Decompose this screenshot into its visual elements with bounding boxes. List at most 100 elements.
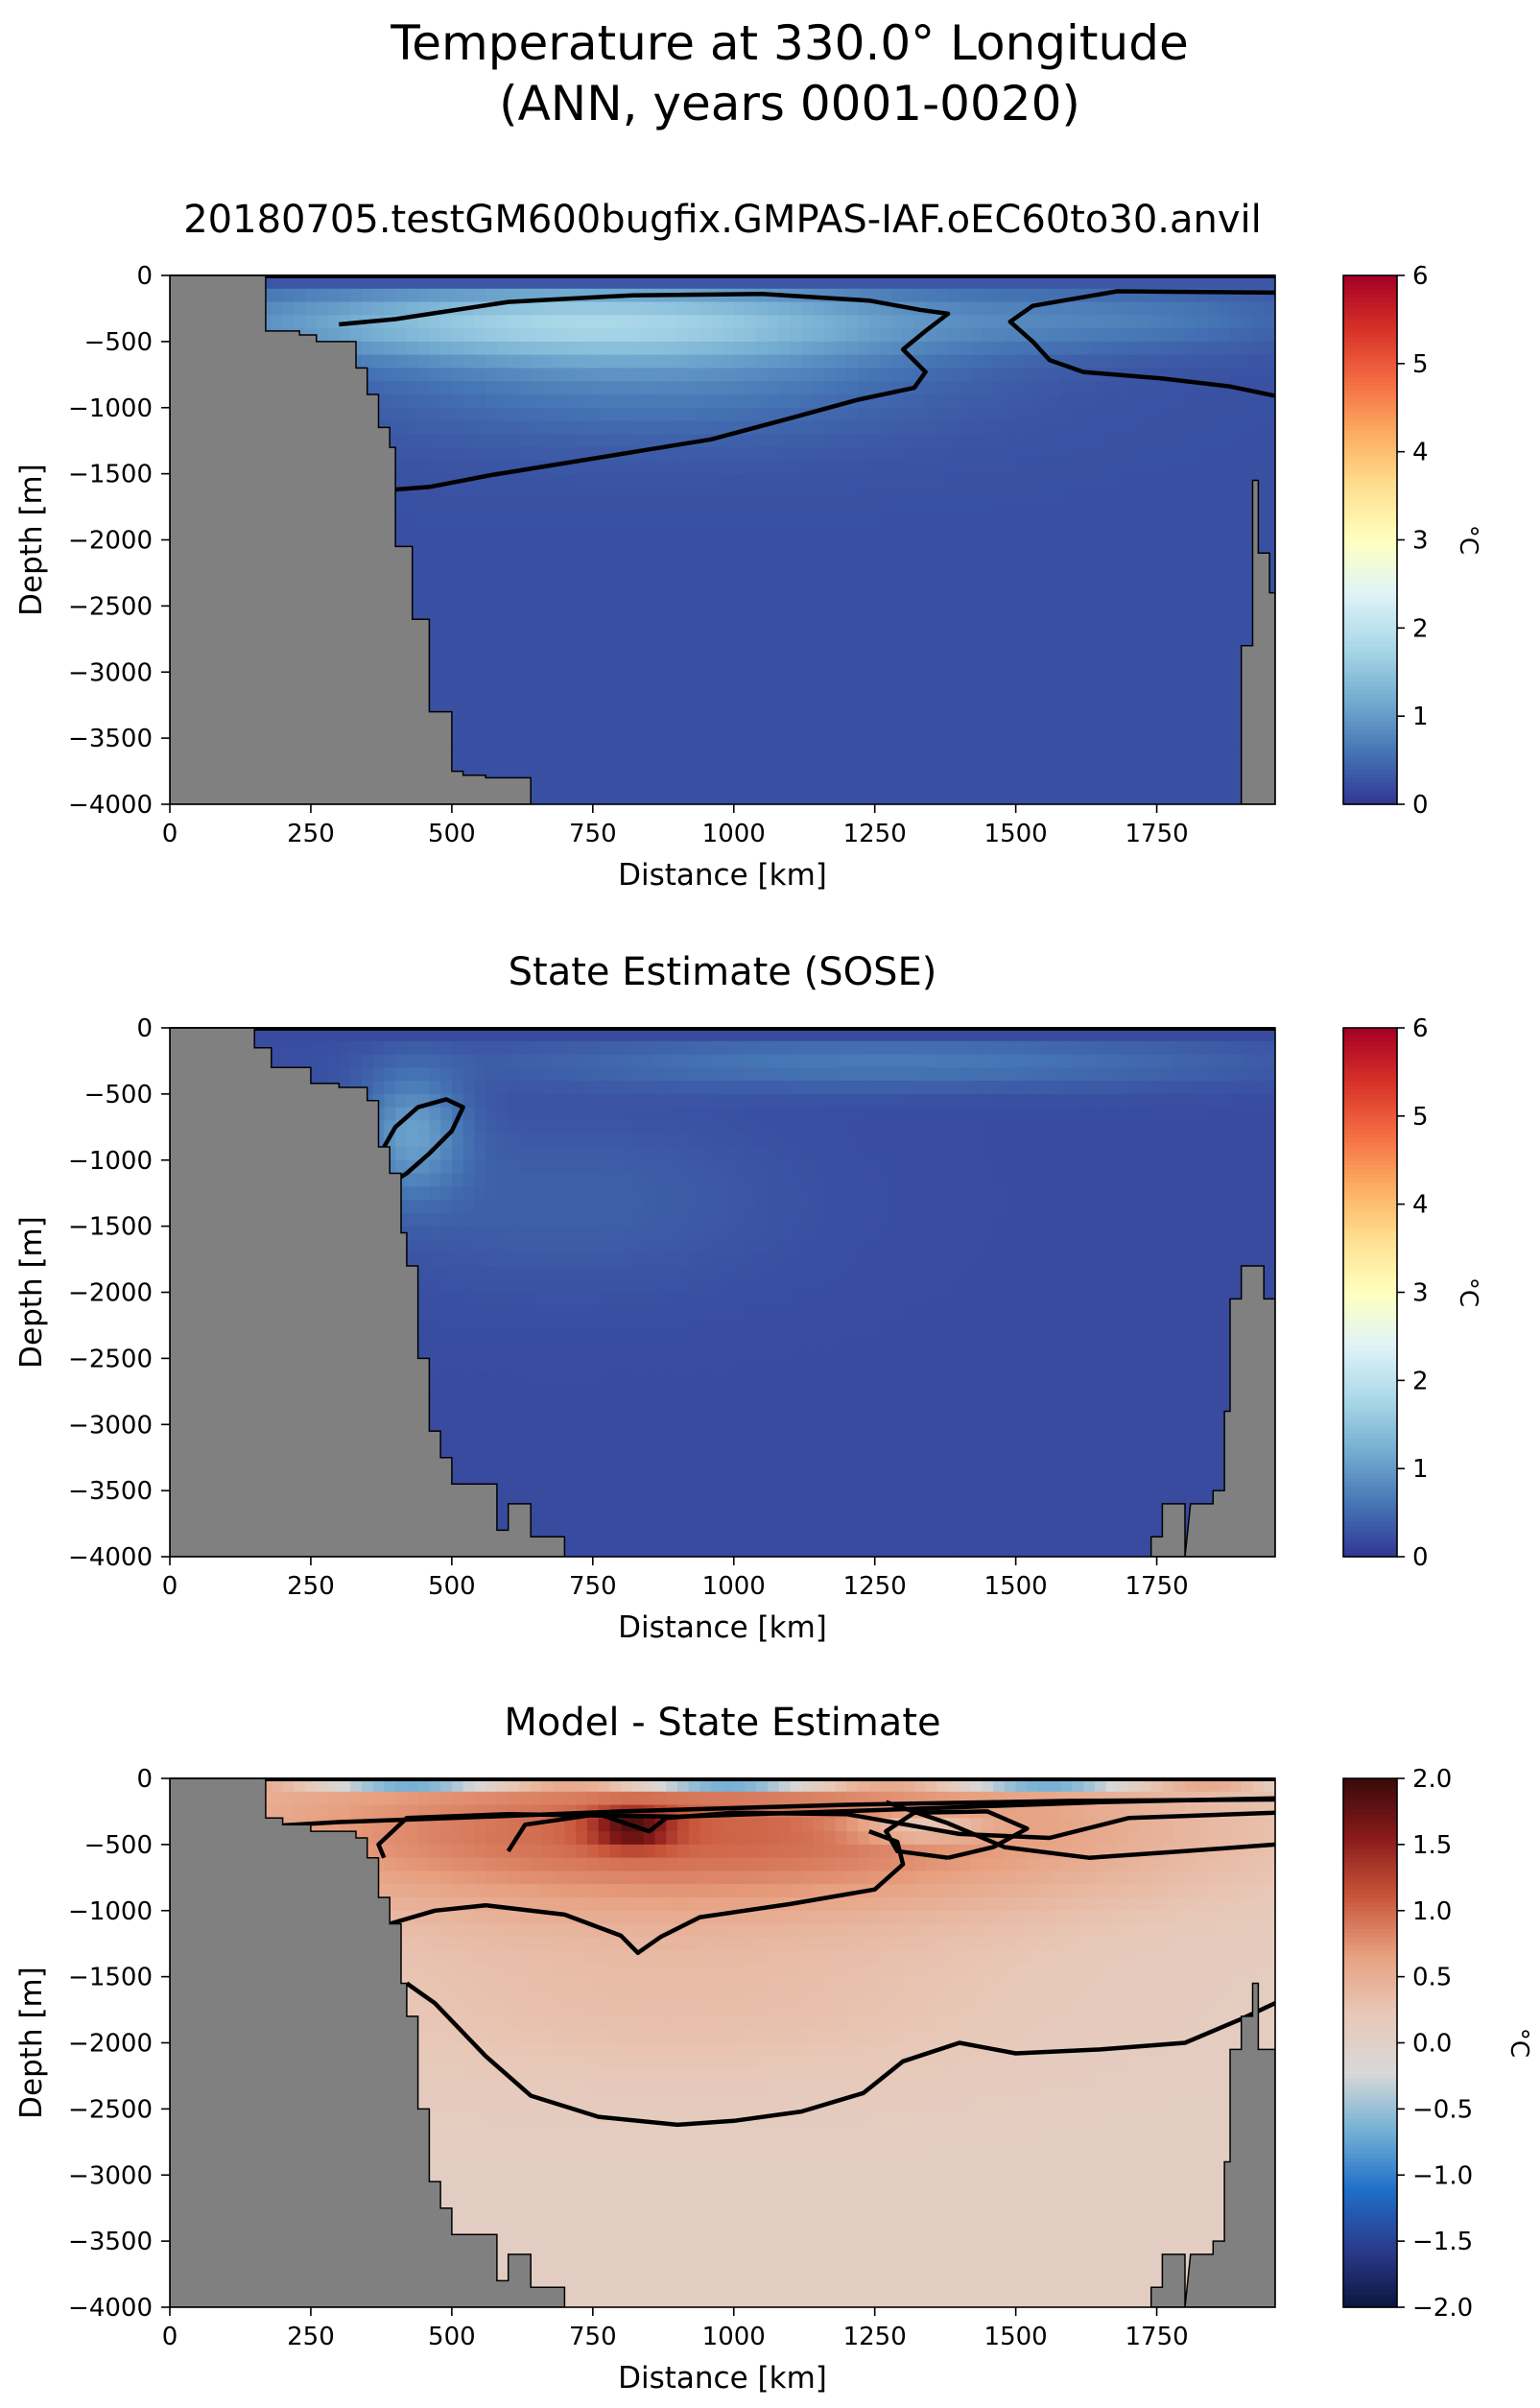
y-tick-label: −500 (84, 328, 153, 357)
contour-line (389, 1828, 906, 1956)
colorbar-tick-label: 3 (1412, 1279, 1429, 1308)
panel-title: State Estimate (SOSE) (509, 950, 937, 994)
bathymetry-right (1149, 1982, 1275, 2307)
y-tick-label: −3000 (68, 2161, 153, 2190)
panel-1: 20180705.testGM600bugfix.GMPAS-IAF.oEC60… (14, 198, 1482, 893)
y-tick-label: −1000 (68, 394, 153, 423)
y-tick-label: −2000 (68, 1279, 153, 1308)
colorbar-tick-label: 1.5 (1412, 1831, 1452, 1860)
y-tick-label: −500 (84, 1081, 153, 1109)
y-tick-label: −2500 (68, 592, 153, 621)
colorbar: 0 1 2 3 4 5 6 °C (1342, 1014, 1482, 1572)
y-tick-label: −2000 (68, 527, 153, 556)
colorbar-tick-label: −2.0 (1412, 2294, 1473, 2323)
figure-title-line2: (ANN, years 0001-0020) (499, 76, 1080, 131)
colorbar-tick-label: 1 (1412, 1455, 1429, 1484)
x-tick-label: 0 (162, 820, 178, 848)
y-tick-label: −1000 (68, 1897, 153, 1926)
colorbar-tick-label: 2 (1412, 614, 1429, 643)
y-tick-label: −3500 (68, 725, 153, 753)
bathymetry-right (1240, 479, 1275, 804)
colorbar-tick-label: 1.0 (1412, 1897, 1452, 1926)
y-tick-label: −4000 (68, 791, 153, 820)
x-tick-label: 1000 (702, 820, 766, 848)
x-tick-label: 750 (569, 820, 617, 848)
y-tick-label: 0 (136, 1765, 153, 1794)
y-tick-label: −2000 (68, 2030, 153, 2059)
x-tick-label: 1750 (1125, 820, 1188, 848)
colorbar-tick-label: 2 (1412, 1367, 1429, 1395)
y-tick-label: −2500 (68, 1345, 153, 1373)
y-tick-label: −3000 (68, 1411, 153, 1440)
colorbar: 0 1 2 3 4 5 6 °C (1342, 262, 1482, 820)
y-axis-label: Depth [m] (14, 1216, 49, 1369)
x-tick-label: 0 (162, 1572, 178, 1601)
y-tick-label: 0 (136, 1014, 153, 1043)
contour-line (339, 292, 951, 492)
x-axis-label: Distance [km] (618, 858, 827, 893)
y-tick-label: −1500 (68, 1213, 153, 1242)
x-tick-label: 500 (428, 1572, 476, 1601)
figure-title-line1: Temperature at 330.0° Longitude (390, 15, 1188, 71)
colorbar-tick-label: 3 (1412, 527, 1429, 556)
colorbar-tick-label: −1.5 (1412, 2228, 1473, 2256)
x-tick-label: 750 (569, 2323, 617, 2351)
y-tick-label: −4000 (68, 1543, 153, 1572)
x-tick-label: 250 (287, 1572, 335, 1601)
x-tick-label: 1000 (702, 1572, 766, 1601)
y-axis-label: Depth [m] (14, 1967, 49, 2119)
contour-line (885, 1800, 1275, 1860)
x-tick-label: 750 (569, 1572, 617, 1601)
panel-2: State Estimate (SOSE)0 250 500 750 1000 1250 1… (14, 950, 1482, 1645)
x-tick-label: 250 (287, 820, 335, 848)
colorbar-tick-label: 0 (1412, 791, 1429, 820)
panel-title: Model - State Estimate (504, 1701, 940, 1745)
x-tick-label: 250 (287, 2323, 335, 2351)
y-tick-label: −3500 (68, 1477, 153, 1506)
x-tick-label: 1500 (984, 1572, 1048, 1601)
contour-line (506, 1810, 1275, 1853)
x-axis-label: Distance [km] (618, 1610, 827, 1645)
colorbar-tick-label: 0.0 (1412, 2030, 1452, 2059)
x-tick-label: 0 (162, 2323, 178, 2351)
x-tick-label: 500 (428, 820, 476, 848)
panels: 20180705.testGM600bugfix.GMPAS-IAF.oEC60… (14, 198, 1533, 2396)
y-tick-label: −500 (84, 1831, 153, 1860)
x-tick-label: 1750 (1125, 2323, 1188, 2351)
colorbar-tick-label: 5 (1412, 350, 1429, 379)
y-tick-label: −1500 (68, 1964, 153, 1992)
contour-line (405, 1981, 1275, 2128)
x-tick-label: 1750 (1125, 1572, 1188, 1601)
bathymetry-left (170, 275, 532, 804)
y-tick-label: −1500 (68, 461, 153, 489)
bathymetry-left (170, 1778, 566, 2307)
colorbar-tick-label: 2.0 (1412, 1765, 1452, 1794)
colorbar-tick-label: 4 (1412, 1191, 1429, 1220)
bathymetry-right (1149, 1265, 1275, 1557)
y-tick-label: −1000 (68, 1147, 153, 1176)
y-axis-label: Depth [m] (14, 464, 49, 616)
contour-line (1007, 289, 1275, 398)
colorbar-label: °C (1454, 525, 1482, 555)
colorbar-tick-label: 6 (1412, 262, 1429, 291)
colorbar-tick-label: 6 (1412, 1014, 1429, 1043)
panel-3: Model - State Estimate 0 250 500 750 1000 1250… (14, 1701, 1533, 2396)
colorbar-label: °C (1504, 2028, 1533, 2058)
colorbar-tick-label: 5 (1412, 1103, 1429, 1132)
y-tick-label: −3500 (68, 2228, 153, 2256)
x-tick-label: 1250 (843, 820, 907, 848)
contour-line (271, 1797, 1275, 1828)
colorbar-tick-label: 1 (1412, 703, 1429, 731)
colorbar-label: °C (1454, 1277, 1482, 1307)
colorbar-tick-label: −1.0 (1412, 2161, 1473, 2190)
panel-title: 20180705.testGM600bugfix.GMPAS-IAF.oEC60… (183, 198, 1262, 242)
colorbar-tick-label: 4 (1412, 439, 1429, 467)
y-tick-label: 0 (136, 262, 153, 291)
colorbar-tick-label: 0 (1412, 1543, 1429, 1572)
colorbar-tick-label: 0.5 (1412, 1964, 1452, 1992)
x-axis-label: Distance [km] (618, 2361, 827, 2396)
x-tick-label: 1250 (843, 2323, 907, 2351)
contour-lines (271, 1796, 1275, 2128)
colorbar-tick-label: −0.5 (1412, 2095, 1473, 2124)
x-tick-label: 1500 (984, 820, 1048, 848)
